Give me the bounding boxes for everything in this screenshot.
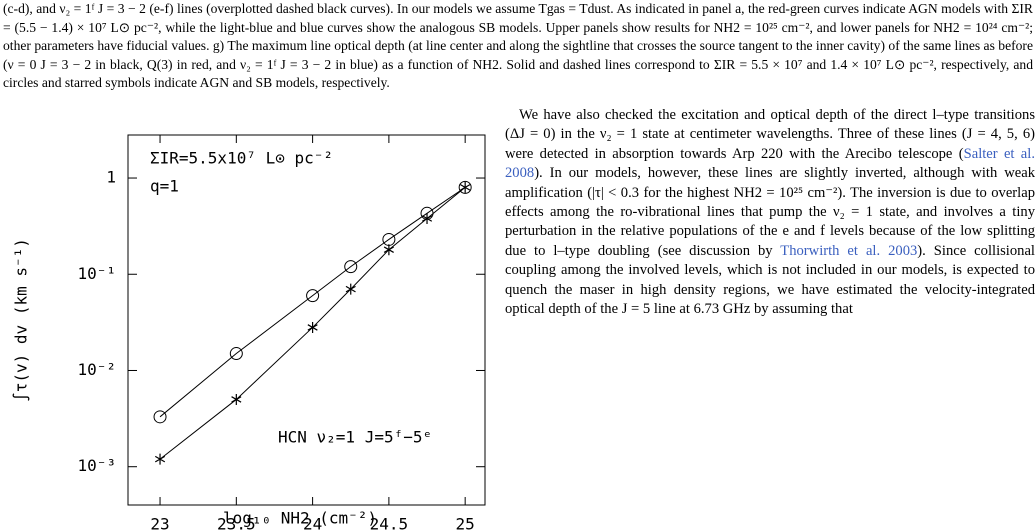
x-tick-label: 23.5 [217,515,256,532]
text-run: ). Since collisional coupling among the … [505,242,1035,318]
x-tick-label: 24 [303,515,322,532]
star-marker [231,393,242,405]
star-marker [345,283,356,295]
x-tick-label: 23 [150,515,169,532]
annotation: ΣIR=5.5x10⁷ L⊙ pc⁻² [150,149,333,168]
text-run: ). In our models, however, these lines a… [505,165,1035,259]
citation-link[interactable]: Salter et al. 2008 [505,145,1035,182]
circle-marker [153,410,167,424]
x-tick-label: 24.5 [370,515,409,532]
circle-marker [229,347,243,361]
annotation: q=1 [150,177,179,196]
star-marker [154,453,166,465]
circle-marker [306,289,320,303]
y-tick-label: 10⁻¹ [77,264,116,283]
y-tick-label: 1 [106,168,116,187]
plot-frame [127,134,486,506]
star-marker [383,244,394,256]
annotation: HCN ν₂=1 J=5ᶠ−5ᵉ [278,428,432,447]
citation-link[interactable]: Thorwirth et al. 2003 [780,242,918,259]
x-tick-label: 25 [456,515,475,532]
y-axis-label: ∫τ(v) dv (km s⁻¹) [12,238,31,402]
y-tick-label: 10⁻³ [77,456,116,475]
star-marker [307,321,318,333]
figure-caption: (c-d), and ν₂ = 1ᶠ J = 3 − 2 (e-f) lines… [3,1,1033,91]
x-axis-label: log₁₀ NH2 (cm⁻²) [223,509,377,528]
chart: log₁₀ NH2 (cm⁻²) ∫τ(v) dv (km s⁻¹) ΣIR=5… [12,134,486,532]
star-marker [460,181,471,193]
circle-marker [458,180,472,194]
circle-marker [344,260,358,274]
body-text: We have also checked the excitation and … [505,106,1035,532]
y-tick-label: 10⁻² [77,360,116,379]
text-run: We have also checked the excitation and … [505,107,1035,162]
star-marker [421,212,433,224]
